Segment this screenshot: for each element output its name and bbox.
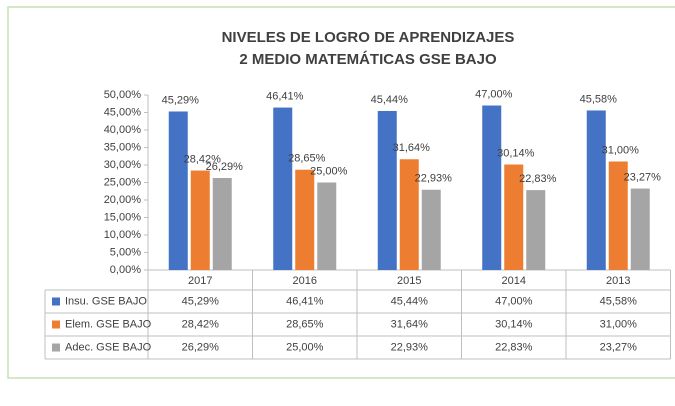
bar [608,161,628,270]
bar [273,107,293,270]
y-tick-label: 50,00% [104,89,142,101]
x-tick-label: 2016 [293,275,317,287]
x-tick-label: 2015 [397,275,421,287]
data-label: 31,64% [393,142,431,154]
table-cell: 22,83% [495,341,533,353]
y-tick-label: 40,00% [104,124,142,136]
table-cell: 45,29% [182,295,220,307]
bar [377,110,397,271]
data-label: 22,93% [415,173,453,185]
table-cell: 31,00% [600,318,638,330]
bar [212,177,232,270]
table-cell: 25,00% [286,341,324,353]
data-label: 30,14% [497,147,535,159]
data-label: 45,58% [580,93,618,105]
y-tick-label: 25,00% [104,176,142,188]
table-cell: 47,00% [495,295,533,307]
bar [586,110,606,270]
data-label: 31,00% [602,144,640,156]
y-tick-label: 20,00% [104,194,142,206]
table-cell: 28,42% [182,318,220,330]
data-label: 22,83% [519,173,557,185]
table-cell: 45,44% [391,295,429,307]
x-tick-label: 2014 [502,275,526,287]
bar [190,170,210,270]
bar [504,164,524,270]
y-tick-label: 30,00% [104,159,142,171]
data-label: 45,29% [162,94,200,106]
table-cell: 46,41% [286,295,324,307]
legend-swatch [52,297,60,306]
legend-label: Adec. GSE BAJO [65,341,152,353]
x-tick-label: 2017 [188,275,212,287]
table-cell: 22,93% [391,341,429,353]
y-tick-label: 10,00% [104,229,142,241]
chart-title: NIVELES DE LOGRO DE APRENDIZAJES [222,29,515,46]
data-label: 28,42% [184,153,222,165]
data-label: 26,29% [206,161,244,173]
table-cell: 45,58% [600,295,638,307]
bar [317,182,337,270]
data-label: 46,41% [266,90,304,102]
y-tick-label: 15,00% [104,211,142,223]
table-cell: 31,64% [391,318,429,330]
bar [399,159,419,270]
table-cell: 28,65% [286,318,324,330]
table-cell: 26,29% [182,341,220,353]
legend-swatch [52,343,60,352]
x-tick-label: 2013 [606,275,630,287]
bar [526,190,546,270]
table-cell: 30,14% [495,318,533,330]
chart-subtitle: 2 MEDIO MATEMÁTICAS GSE BAJO [239,51,497,68]
y-tick-label: 0,00% [110,264,141,276]
data-label: 47,00% [475,88,513,100]
y-tick-label: 35,00% [104,141,142,153]
bar [295,169,315,270]
chart-frame [7,6,675,379]
bar [421,189,441,270]
legend-label: Elem. GSE BAJO [65,318,152,330]
data-label: 28,65% [288,153,326,165]
legend-swatch [52,320,60,329]
legend-label: Insu. GSE BAJO [65,295,147,307]
y-tick-label: 45,00% [104,106,142,118]
y-tick-label: 5,00% [110,246,141,258]
bar [482,105,502,270]
bar [168,111,188,270]
data-label: 25,00% [310,165,348,177]
data-label: 45,44% [371,94,409,106]
table-cell: 23,27% [600,341,638,353]
bar [630,188,650,270]
data-label: 23,27% [624,171,662,183]
